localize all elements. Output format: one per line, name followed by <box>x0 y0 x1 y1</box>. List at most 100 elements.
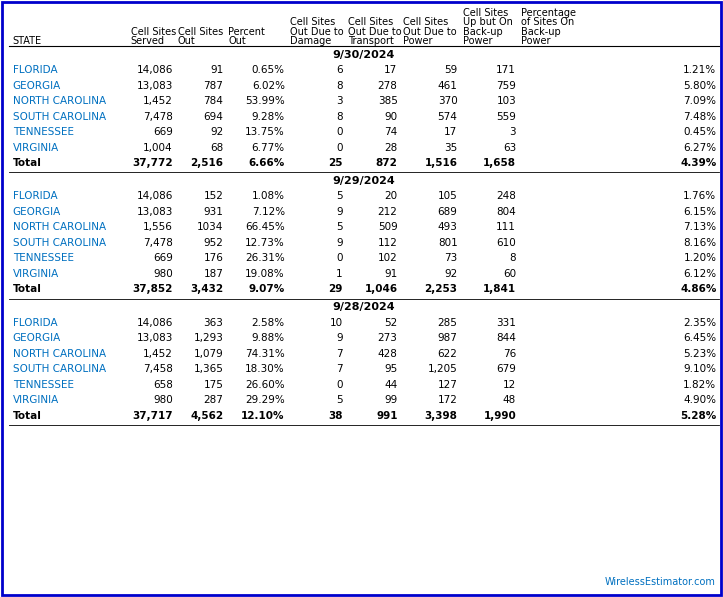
Text: 2,253: 2,253 <box>424 284 458 294</box>
Text: Cell Sites: Cell Sites <box>290 17 335 27</box>
Text: 6.66%: 6.66% <box>249 158 285 168</box>
Text: 6.77%: 6.77% <box>252 143 285 152</box>
Text: 574: 574 <box>437 112 458 122</box>
Text: 801: 801 <box>438 238 458 248</box>
Text: 5: 5 <box>336 192 343 201</box>
Text: 18.30%: 18.30% <box>245 364 285 374</box>
Text: 60: 60 <box>503 269 516 279</box>
Text: 1,205: 1,205 <box>428 364 458 374</box>
Text: 0.45%: 0.45% <box>683 127 716 137</box>
Text: Damage: Damage <box>290 36 331 46</box>
Text: 111: 111 <box>496 222 516 232</box>
Text: 152: 152 <box>203 192 223 201</box>
Text: 38: 38 <box>328 411 343 421</box>
Text: 1: 1 <box>336 269 343 279</box>
Text: Up but On: Up but On <box>463 17 513 27</box>
Text: 0: 0 <box>336 127 343 137</box>
Text: 99: 99 <box>385 395 398 405</box>
Text: 8: 8 <box>510 253 516 263</box>
Text: Out Due to: Out Due to <box>290 27 343 37</box>
Text: 980: 980 <box>153 269 173 279</box>
Text: 952: 952 <box>203 238 223 248</box>
Text: 2.35%: 2.35% <box>683 318 716 328</box>
Text: 784: 784 <box>203 96 223 106</box>
Text: 25: 25 <box>328 158 343 168</box>
Text: VIRGINIA: VIRGINIA <box>13 143 59 152</box>
Text: 8: 8 <box>336 81 343 91</box>
Text: Cell Sites: Cell Sites <box>348 17 393 27</box>
Text: 1,079: 1,079 <box>194 349 223 359</box>
Text: 7.09%: 7.09% <box>683 96 716 106</box>
Text: 2.58%: 2.58% <box>252 318 285 328</box>
Text: 6.15%: 6.15% <box>683 207 716 217</box>
Text: GEORGIA: GEORGIA <box>13 207 61 217</box>
Text: 278: 278 <box>377 81 398 91</box>
Text: Percent: Percent <box>228 27 265 37</box>
Text: 759: 759 <box>496 81 516 91</box>
Text: 1.82%: 1.82% <box>683 380 716 390</box>
Text: 787: 787 <box>203 81 223 91</box>
Text: 12.73%: 12.73% <box>245 238 285 248</box>
Text: 6.45%: 6.45% <box>683 333 716 343</box>
Text: 91: 91 <box>385 269 398 279</box>
Text: 59: 59 <box>445 65 458 75</box>
Text: 8.16%: 8.16% <box>683 238 716 248</box>
Text: 7,478: 7,478 <box>143 112 173 122</box>
Text: 370: 370 <box>438 96 458 106</box>
Text: 3,398: 3,398 <box>424 411 458 421</box>
Text: 35: 35 <box>445 143 458 152</box>
Text: SOUTH CAROLINA: SOUTH CAROLINA <box>13 112 106 122</box>
Text: VIRGINIA: VIRGINIA <box>13 395 59 405</box>
Text: SOUTH CAROLINA: SOUTH CAROLINA <box>13 238 106 248</box>
Text: 52: 52 <box>385 318 398 328</box>
Text: 175: 175 <box>203 380 223 390</box>
Text: Cell Sites: Cell Sites <box>178 27 223 37</box>
Text: 2,516: 2,516 <box>190 158 223 168</box>
Text: 9: 9 <box>336 207 343 217</box>
Text: 285: 285 <box>437 318 458 328</box>
Text: Out: Out <box>178 36 195 46</box>
Text: 63: 63 <box>503 143 516 152</box>
Text: 13,083: 13,083 <box>137 207 173 217</box>
Text: 1.76%: 1.76% <box>683 192 716 201</box>
Text: 13,083: 13,083 <box>137 333 173 343</box>
Text: 1,516: 1,516 <box>424 158 458 168</box>
Text: Out Due to: Out Due to <box>403 27 456 37</box>
Text: 9/28/2024: 9/28/2024 <box>333 302 395 312</box>
Text: 7,458: 7,458 <box>143 364 173 374</box>
Text: 4.39%: 4.39% <box>680 158 716 168</box>
Text: Served: Served <box>131 36 165 46</box>
Text: 6.27%: 6.27% <box>683 143 716 152</box>
Text: TENNESSEE: TENNESSEE <box>13 253 74 263</box>
Text: STATE: STATE <box>13 36 42 46</box>
Text: 987: 987 <box>437 333 458 343</box>
Text: 509: 509 <box>378 222 398 232</box>
Text: 9/29/2024: 9/29/2024 <box>333 176 395 186</box>
Text: 9.88%: 9.88% <box>252 333 285 343</box>
Text: 13,083: 13,083 <box>137 81 173 91</box>
Text: 1.20%: 1.20% <box>683 253 716 263</box>
Text: NORTH CAROLINA: NORTH CAROLINA <box>13 96 106 106</box>
Text: Total: Total <box>13 411 41 421</box>
Text: 493: 493 <box>437 222 458 232</box>
Text: 5: 5 <box>336 395 343 405</box>
Text: 385: 385 <box>377 96 398 106</box>
Text: 74.31%: 74.31% <box>245 349 285 359</box>
Text: Cell Sites: Cell Sites <box>131 27 176 37</box>
Text: 0: 0 <box>336 143 343 152</box>
Text: 19.08%: 19.08% <box>245 269 285 279</box>
Text: 12.10%: 12.10% <box>241 411 285 421</box>
Text: Back-up: Back-up <box>463 27 502 37</box>
Text: 7.48%: 7.48% <box>683 112 716 122</box>
Text: 872: 872 <box>376 158 398 168</box>
Text: 8: 8 <box>336 112 343 122</box>
Text: 0.65%: 0.65% <box>252 65 285 75</box>
Text: 428: 428 <box>377 349 398 359</box>
Text: 1,452: 1,452 <box>143 96 173 106</box>
Text: Cell Sites: Cell Sites <box>463 8 508 18</box>
Text: 694: 694 <box>203 112 223 122</box>
Text: 68: 68 <box>210 143 223 152</box>
Text: 3: 3 <box>510 127 516 137</box>
Text: 7: 7 <box>336 349 343 359</box>
Text: 92: 92 <box>210 127 223 137</box>
